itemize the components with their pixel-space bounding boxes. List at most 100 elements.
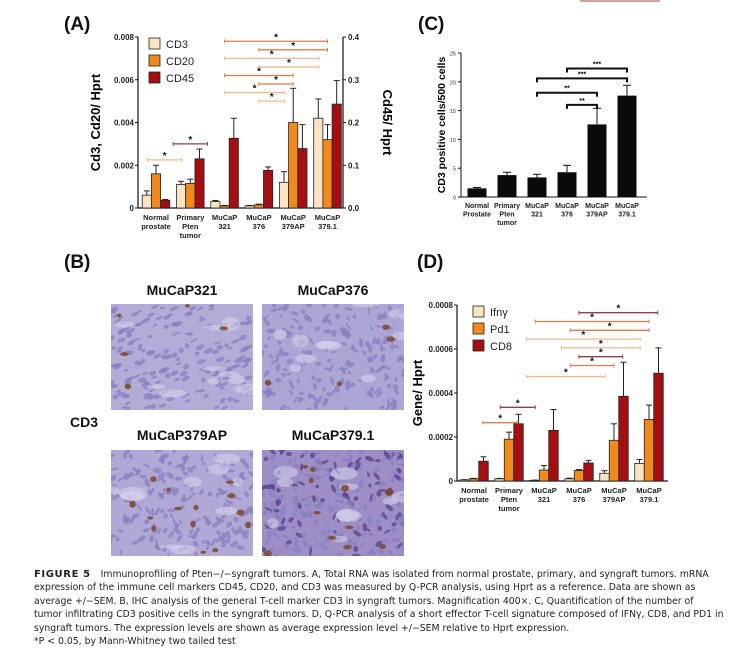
ihc-nucleus	[293, 537, 299, 547]
ihc-nucleus	[189, 528, 194, 534]
ihc-cd3-positive-cell	[382, 324, 390, 330]
ihc-nucleus	[390, 458, 395, 466]
ihc-nucleus	[373, 325, 384, 328]
ihc-stroma	[207, 463, 230, 475]
chart-d-bar	[618, 395, 629, 482]
ihc-nucleus	[367, 356, 374, 362]
ihc-cd3-positive-cell	[200, 550, 207, 554]
ihc-nucleus	[391, 537, 401, 543]
ihc-cd3-positive-cell	[225, 480, 235, 484]
chart-a-sig-star: *	[270, 49, 274, 60]
ihc-nucleus	[375, 467, 380, 473]
ihc-nucleus	[133, 374, 140, 379]
ihc-nucleus	[313, 400, 319, 410]
ihc-stroma	[213, 453, 241, 465]
ihc-nucleus	[249, 507, 253, 516]
chart-c-sig-bracket	[566, 103, 598, 109]
chart-a-x-tick-label: 379AP	[282, 222, 305, 231]
ihc-nucleus	[211, 522, 219, 528]
ihc-nucleus	[367, 345, 373, 354]
chart-a-y-tick-label: 0.004	[114, 119, 135, 128]
chart-d-bar	[653, 372, 664, 482]
ihc-nucleus	[149, 370, 157, 376]
chart-a-x-tick-label: 376	[253, 222, 266, 231]
ihc-nucleus	[123, 513, 127, 523]
ihc-nucleus	[163, 348, 170, 354]
ihc-nucleus	[198, 318, 207, 322]
ihc-nucleus	[392, 451, 395, 457]
ihc-nucleus	[180, 466, 186, 472]
ihc-nucleus	[365, 340, 370, 348]
chart-a-y2-tick-label: 0.3	[348, 76, 360, 85]
ihc-nucleus	[274, 513, 283, 522]
ihc-nucleus	[399, 356, 404, 363]
ihc-nucleus	[327, 504, 330, 512]
ihc-nucleus	[392, 469, 396, 475]
ihc-nucleus	[154, 507, 161, 516]
chart-c-sig-bracket	[536, 77, 628, 83]
ihc-nucleus	[184, 331, 191, 336]
ihc-nucleus	[345, 383, 351, 391]
ihc-nucleus	[371, 494, 376, 503]
ihc-nucleus	[135, 503, 142, 511]
chart-a-bar	[313, 117, 324, 209]
ihc-nucleus	[186, 495, 194, 501]
ihc-nucleus	[326, 392, 332, 397]
ihc-nucleus	[280, 517, 286, 526]
ihc-nucleus	[234, 357, 244, 364]
ihc-nucleus	[204, 347, 213, 354]
ihc-nucleus	[322, 398, 329, 407]
ihc-nucleus	[111, 335, 115, 341]
chart-a-bar	[322, 139, 333, 209]
chart-a-y-tick-label: 0.006	[114, 76, 135, 85]
ihc-nucleus	[161, 366, 170, 373]
ihc-nucleus	[291, 512, 300, 518]
chart-a-legend-swatch	[148, 37, 161, 50]
ihc-cd3-positive-cell	[343, 544, 352, 550]
ihc-nucleus	[361, 349, 367, 356]
chart-a-sig-star: *	[287, 58, 291, 69]
ihc-nucleus	[346, 450, 352, 456]
chart-c-bar	[617, 95, 637, 197]
ihc-nucleus	[347, 370, 352, 375]
ihc-nucleus	[392, 344, 399, 349]
ihc-title-mucap321: MuCaP321	[146, 282, 218, 298]
ihc-nucleus	[263, 344, 268, 349]
ihc-nucleus	[235, 545, 246, 550]
ihc-nucleus	[300, 532, 307, 538]
ihc-nucleus	[141, 317, 151, 324]
ihc-nucleus	[373, 354, 378, 359]
ihc-stroma	[277, 477, 294, 488]
ihc-nucleus	[241, 531, 249, 540]
chart-c-x-tick-label: MuCaP	[555, 203, 579, 210]
ihc-nucleus	[200, 454, 204, 462]
ihc-texture	[111, 304, 253, 410]
ihc-nucleus	[167, 508, 176, 513]
ihc-nucleus	[233, 516, 239, 523]
ihc-nucleus	[367, 307, 371, 316]
ihc-nucleus	[245, 315, 252, 321]
chart-a-bar	[185, 183, 196, 209]
ihc-nucleus	[344, 331, 350, 337]
ihc-nucleus	[111, 494, 121, 500]
ihc-nucleus	[299, 463, 304, 471]
ihc-nucleus	[210, 538, 216, 547]
ihc-image-mucap376	[262, 304, 404, 410]
chart-a-x-tick-label: Pten	[182, 222, 199, 231]
ihc-nucleus	[277, 339, 282, 345]
ihc-nucleus	[345, 322, 352, 330]
ihc-nucleus	[352, 530, 361, 537]
ihc-image-mucap379-1	[262, 450, 404, 556]
ihc-nucleus	[160, 354, 166, 358]
ihc-nucleus	[263, 456, 269, 462]
ihc-nucleus	[170, 321, 178, 327]
ihc-nucleus	[352, 541, 357, 546]
chart-d: 0 0.0002 0.0004 0.0006 0.0008 Gene/ Hprt Norma…	[410, 301, 668, 513]
ihc-nucleus	[221, 542, 227, 548]
ihc-nucleus	[341, 499, 345, 504]
chart-d-legend-label: CD8	[490, 341, 512, 353]
ihc-nucleus	[369, 493, 373, 503]
ihc-nucleus	[335, 313, 341, 320]
chart-a-bar	[150, 173, 161, 209]
ihc-cd3-positive-cell	[184, 304, 191, 308]
